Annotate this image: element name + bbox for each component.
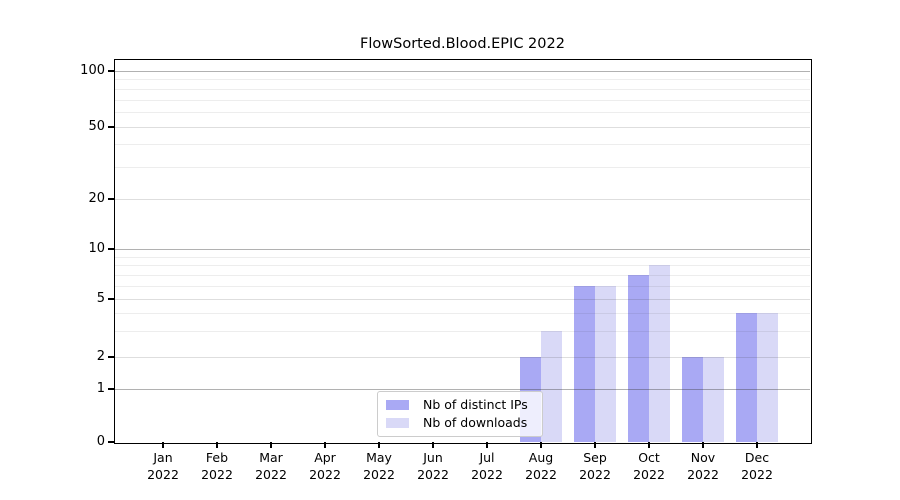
gridline-major	[114, 298, 810, 300]
y-tick-label: 100	[80, 63, 105, 79]
y-axis-tick	[108, 298, 115, 300]
y-axis-tick	[108, 248, 115, 250]
x-tick-label: Jan 2022	[147, 450, 179, 482]
bar-downloads	[756, 312, 778, 442]
y-tick-label: 0	[96, 434, 105, 450]
bar-downloads	[702, 356, 724, 442]
y-tick-label: 1	[96, 381, 105, 397]
x-tick-label: Oct 2022	[633, 450, 665, 482]
bar-distinct-ips	[627, 274, 649, 442]
gridline-pow10	[114, 388, 810, 390]
x-tick-label: Dec 2022	[741, 450, 773, 482]
x-axis-tick	[756, 442, 758, 448]
y-axis-tick	[108, 388, 115, 390]
gridline-minor	[114, 274, 810, 276]
x-axis-tick	[648, 442, 650, 448]
y-tick-label: 50	[88, 119, 105, 135]
legend-item-downloads: Nb of downloads	[386, 414, 534, 430]
gridline-minor	[114, 264, 810, 266]
x-tick-label: Aug 2022	[525, 450, 557, 482]
x-axis-tick	[594, 442, 596, 448]
x-tick-label: Feb 2022	[201, 450, 233, 482]
gridline-minor	[114, 143, 810, 145]
grid-layer	[114, 60, 810, 442]
gridline-minor	[114, 88, 810, 90]
y-tick-label: 2	[96, 349, 105, 365]
gridline-minor	[114, 99, 810, 101]
bar-downloads	[594, 285, 616, 442]
gridline-minor	[114, 256, 810, 258]
bar-distinct-ips	[735, 312, 757, 442]
gridline-major	[114, 198, 810, 200]
bar-distinct-ips	[681, 356, 703, 442]
gridline-major	[114, 126, 810, 128]
bar-distinct-ips	[573, 285, 595, 442]
x-axis-tick	[324, 442, 326, 448]
x-tick-label: Sep 2022	[579, 450, 611, 482]
x-axis-tick	[486, 442, 488, 448]
gridline-pow10	[114, 70, 810, 72]
x-tick-label: May 2022	[363, 450, 395, 482]
x-tick-label: Jun 2022	[417, 450, 449, 482]
x-axis-tick	[378, 442, 380, 448]
legend-swatch-downloads-icon	[386, 417, 409, 428]
legend: Nb of distinct IPs Nb of downloads	[377, 391, 543, 437]
legend-label-distinct-ips: Nb of distinct IPs	[423, 397, 528, 412]
legend-swatch-distinct-ips-icon	[386, 400, 409, 411]
x-axis-tick	[216, 442, 218, 448]
gridline-minor	[114, 285, 810, 287]
x-axis-tick	[432, 442, 434, 448]
legend-label-downloads: Nb of downloads	[423, 414, 528, 430]
x-tick-label: Nov 2022	[687, 450, 719, 482]
x-axis-tick	[270, 442, 272, 448]
y-tick-label: 5	[96, 291, 105, 307]
x-axis-tick	[540, 442, 542, 448]
gridline-minor	[114, 312, 810, 314]
y-tick-label: 20	[88, 191, 105, 207]
gridline-minor	[114, 111, 810, 113]
gridline-minor	[114, 166, 810, 168]
x-axis-tick	[702, 442, 704, 448]
x-tick-label: Mar 2022	[255, 450, 287, 482]
x-tick-label: Jul 2022	[471, 450, 503, 482]
gridline-minor	[114, 78, 810, 80]
y-axis-tick	[108, 441, 115, 443]
x-tick-label: Apr 2022	[309, 450, 341, 482]
gridline-major	[114, 356, 810, 358]
y-axis-tick	[108, 70, 115, 72]
gridline-pow10	[114, 248, 810, 250]
gridline-minor	[114, 330, 810, 332]
x-axis-tick	[162, 442, 164, 448]
bar-downloads	[540, 330, 562, 442]
bar-downloads	[648, 264, 670, 442]
y-axis-tick	[108, 356, 115, 358]
y-tick-label: 10	[88, 241, 105, 257]
y-axis-tick	[108, 126, 115, 128]
y-axis-tick	[108, 198, 115, 200]
legend-item-distinct-ips: Nb of distinct IPs	[386, 397, 534, 412]
plot-area	[113, 58, 812, 444]
bars-layer	[115, 60, 810, 442]
chart-title: FlowSorted.Blood.EPIC 2022	[360, 36, 565, 52]
